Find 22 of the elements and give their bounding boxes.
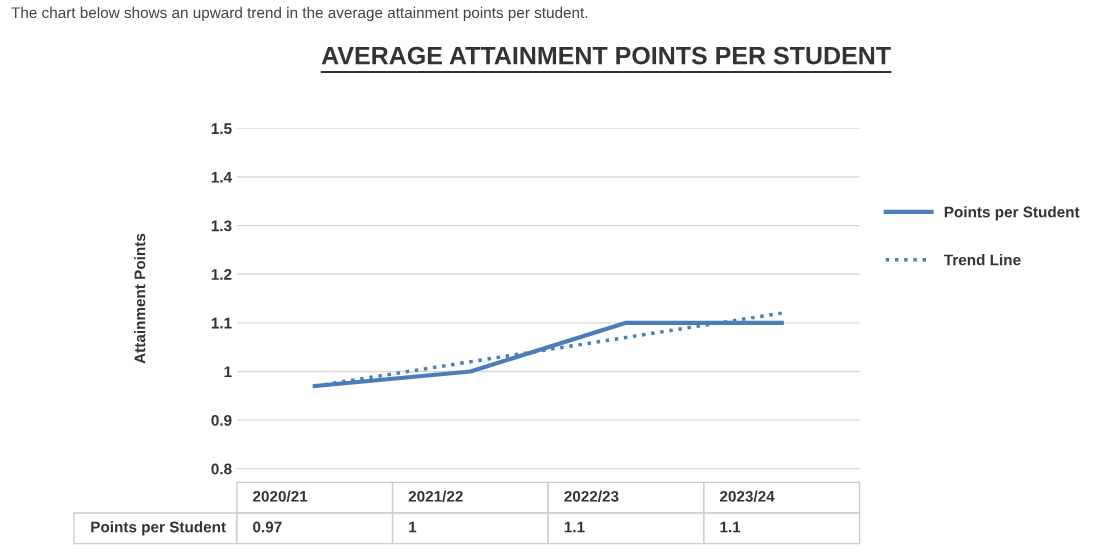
- y-tick-label: 1.1: [211, 317, 232, 329]
- x-tick-label: 2021/22: [408, 490, 463, 502]
- text: Points per Student: [91, 521, 226, 536]
- y-tick-label: 1: [224, 366, 232, 377]
- y-tick-label: 1.2: [211, 269, 232, 280]
- y-tick-label: 1.3: [211, 220, 232, 232]
- x-tick-label: 2023/24: [720, 490, 775, 502]
- legend-label: Points per Student: [944, 206, 1080, 221]
- data-label: 1.1: [564, 521, 585, 533]
- y-tick-label: 1.5: [211, 123, 232, 135]
- data-label: 1: [409, 521, 417, 533]
- y-tick-label: 0.8: [211, 463, 232, 475]
- legend-label: Trend Line: [943, 254, 1021, 266]
- x-tick-label: 2020/21: [253, 490, 308, 502]
- y-tick-label: 0.9: [211, 414, 232, 426]
- text: The chart below shows an upward trend in the average attainment points per student.: [11, 6, 588, 22]
- chart-title: AVERAGE ATTAINMENT POINTS PER STUDENT: [321, 46, 891, 65]
- data-label: 1.1: [720, 521, 741, 533]
- y-tick-label: 1.4: [211, 171, 232, 183]
- x-tick-label: 2022/23: [564, 490, 619, 502]
- y-axis-title: Attainment Points: [134, 233, 146, 364]
- data-label: 0.97: [253, 521, 282, 533]
